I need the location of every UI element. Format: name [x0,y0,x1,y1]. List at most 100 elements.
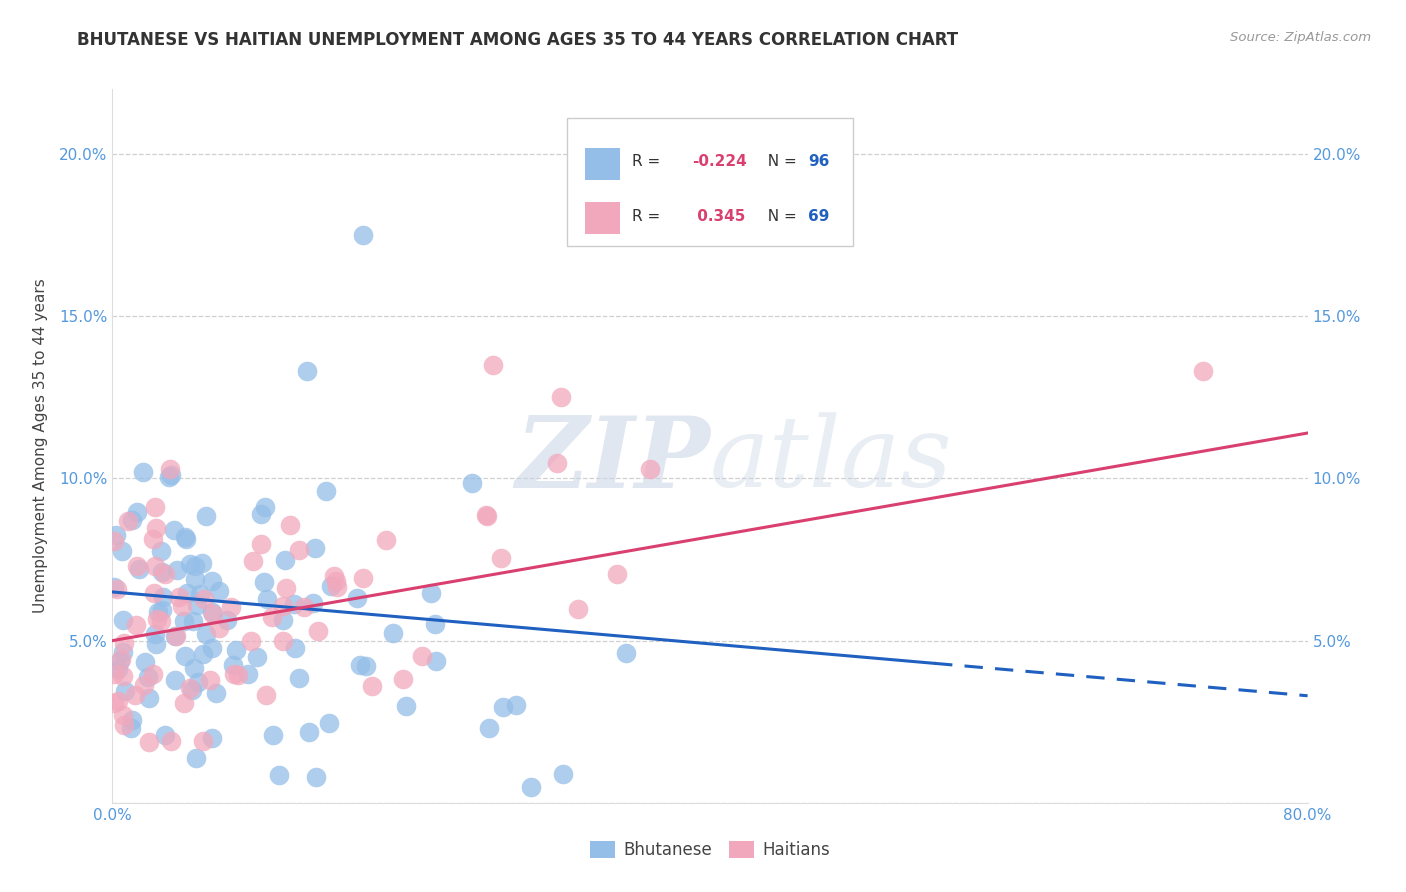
Point [163,523,186,537]
Point [315,483,337,498]
Point [107,662,129,676]
Point [166,563,188,577]
Point [638,462,661,476]
Point [103,534,125,549]
Point [482,358,505,372]
Point [143,559,166,574]
Point [250,537,273,551]
Point [125,559,148,574]
Point [138,690,160,705]
Point [256,591,278,606]
Point [121,714,143,728]
Point [124,688,146,702]
Point [491,699,513,714]
Point [155,566,177,581]
Point [159,462,181,476]
Point [520,780,543,794]
Point [354,658,377,673]
Point [361,679,384,693]
Point [198,673,221,688]
Point [120,721,142,735]
Point [160,733,183,747]
Point [183,660,205,674]
Point [326,581,349,595]
Point [193,647,215,661]
Point [111,707,134,722]
Point [149,615,172,629]
Point [478,721,501,735]
Point [274,553,297,567]
Text: N =: N = [758,209,801,224]
Text: -0.224: -0.224 [692,154,747,169]
Point [352,571,374,585]
Point [134,677,156,691]
Point [173,530,195,544]
Point [173,697,195,711]
Point [149,544,172,558]
Point [117,514,139,528]
Point [305,770,328,784]
Point [546,456,568,470]
Point [148,605,170,619]
Point [186,598,208,612]
Point [551,767,574,781]
Point [346,591,368,605]
Point [381,626,404,640]
Point [125,618,148,632]
Point [121,513,143,527]
Point [125,505,148,519]
Point [304,541,326,555]
Point [105,582,128,597]
Point [474,508,496,522]
Point [302,596,325,610]
Point [174,532,197,546]
Point [245,650,267,665]
Point [420,586,443,600]
Point [222,667,245,681]
Point [150,603,173,617]
Point [201,574,224,588]
Point [181,682,204,697]
Point [165,629,187,643]
Point [167,591,190,605]
Point [425,654,447,668]
Point [179,557,201,571]
Point [605,567,627,582]
Point [152,590,174,604]
Point [136,670,159,684]
Point [475,509,498,524]
Point [288,671,311,685]
Point [254,500,277,514]
Point [173,648,195,663]
Point [145,637,167,651]
Point [375,533,398,548]
Point [201,731,224,745]
Point [271,599,294,614]
Legend: Bhutanese, Haitians: Bhutanese, Haitians [583,834,837,866]
Point [208,583,231,598]
Point [201,640,224,655]
Text: 96: 96 [808,154,830,169]
Point [172,599,194,613]
Point [111,544,134,558]
Point [222,657,245,672]
Point [187,675,209,690]
Point [411,649,433,664]
Point [134,655,156,669]
Point [1192,364,1215,378]
Point [236,666,259,681]
Point [184,751,207,765]
Point [208,621,231,635]
Point [226,668,249,682]
Point [325,574,347,588]
Point [142,532,165,546]
Point [201,606,224,620]
Text: R =: R = [633,209,665,224]
Point [491,550,513,565]
Point [110,652,132,666]
FancyBboxPatch shape [585,202,620,234]
Point [298,725,321,739]
Point [111,669,134,683]
Text: ZIP: ZIP [515,412,710,508]
Point [194,508,217,523]
